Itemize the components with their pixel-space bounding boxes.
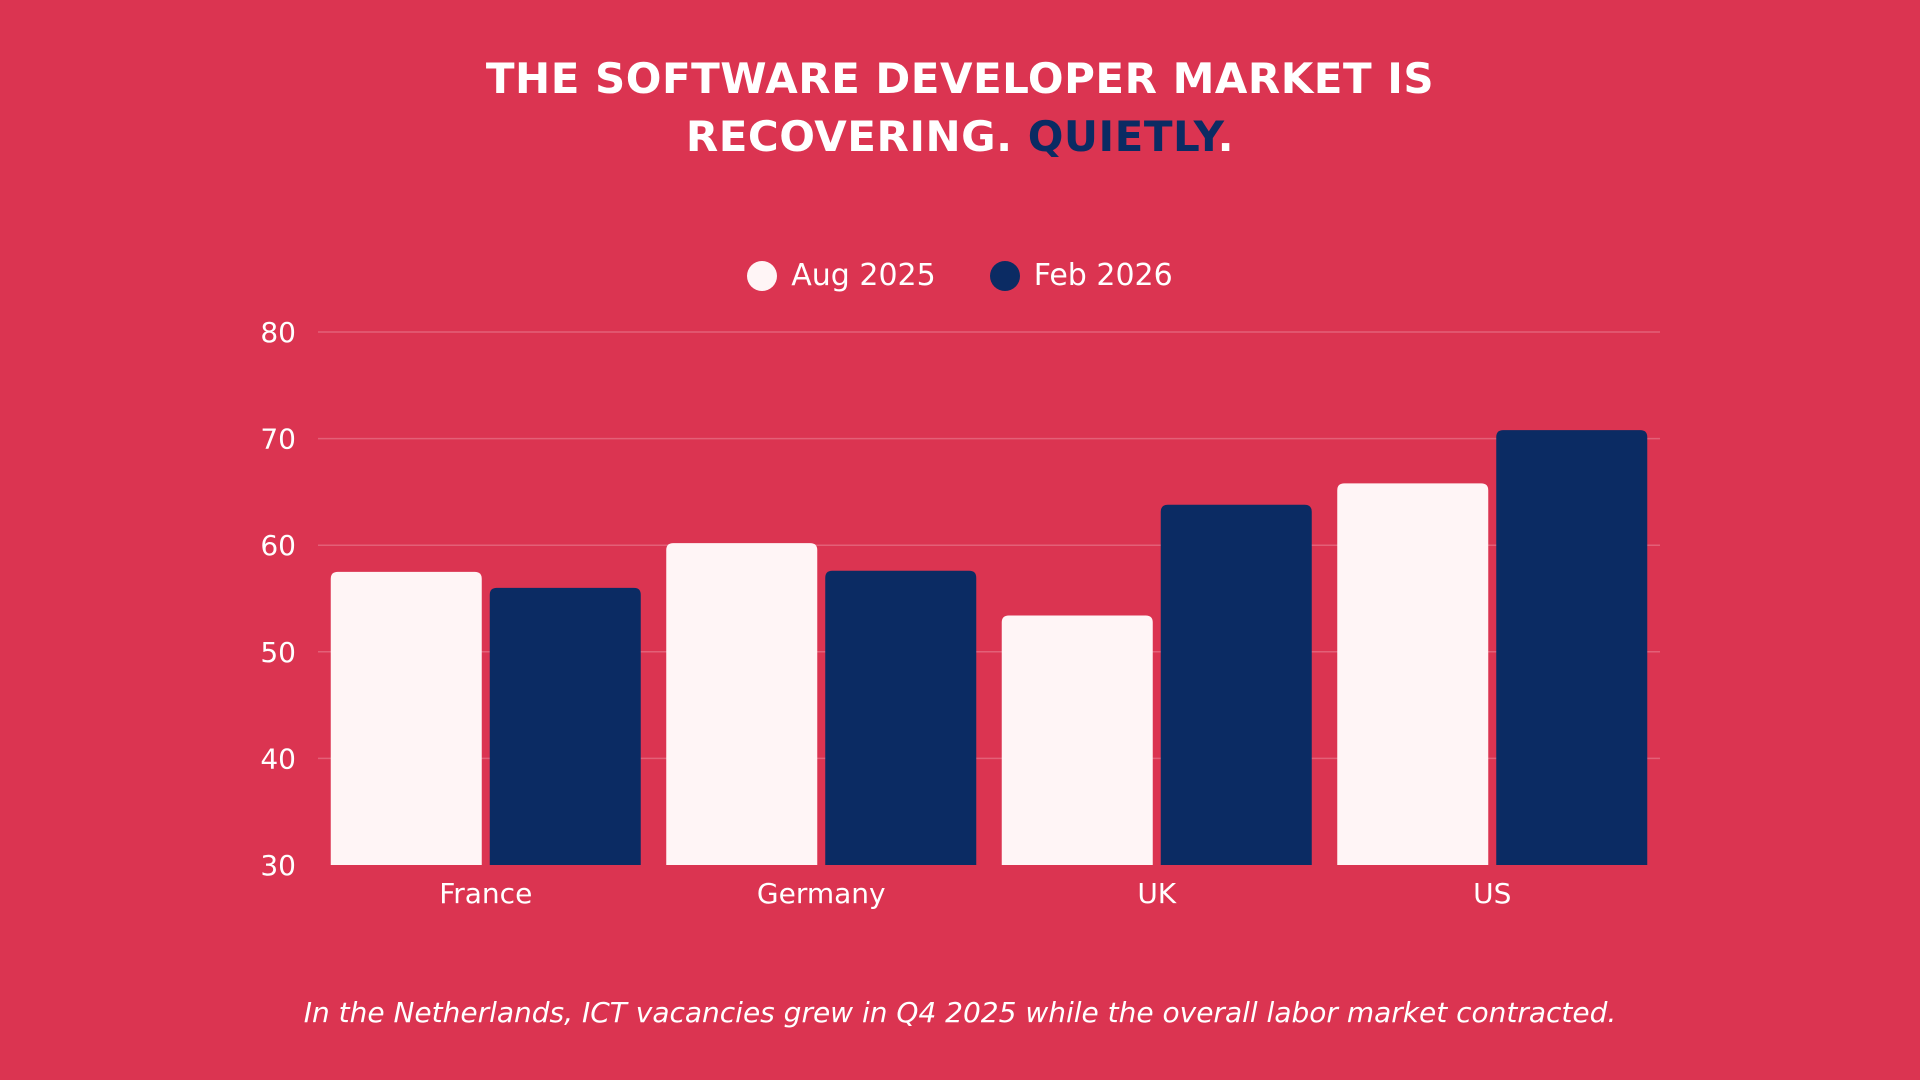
x-tick-label-germany: Germany (757, 877, 886, 910)
bar-germany-feb-2026 (825, 570, 977, 865)
y-tick-label-60: 60 (260, 529, 296, 562)
bar-uk-aug-2025 (1001, 615, 1153, 865)
bar-germany-aug-2025 (666, 543, 818, 865)
y-axis-ticks: 30 40 50 60 70 80 (260, 316, 296, 882)
bar-us-aug-2025 (1337, 483, 1489, 865)
title-line-2-main: RECOVERING. (685, 112, 1013, 161)
y-tick-label-40: 40 (260, 742, 296, 775)
bar-france-feb-2026 (489, 587, 641, 865)
footnote: In the Netherlands, ICT vacancies grew i… (303, 996, 1617, 1029)
legend-label-feb-2026: Feb 2026 (1033, 258, 1173, 293)
bar-france-aug-2025 (330, 571, 482, 865)
x-tick-label-us: US (1473, 877, 1511, 910)
y-tick-label-30: 30 (260, 849, 296, 882)
bar-uk-feb-2026 (1160, 504, 1312, 865)
x-tick-label-uk: UK (1137, 877, 1176, 910)
y-tick-label-80: 80 (260, 316, 296, 349)
legend-swatch-feb-2026 (989, 261, 1020, 291)
bars (330, 430, 1648, 865)
chart-legend: Aug 2025 Feb 2026 (0, 256, 1920, 296)
x-tick-label-france: France (439, 877, 532, 910)
legend-label-aug-2025: Aug 2025 (791, 258, 936, 293)
chart-title: THE SOFTWARE DEVELOPER MARKET IS RECOVER… (0, 50, 1920, 166)
bar-us-feb-2026 (1496, 430, 1648, 865)
y-tick-label-50: 50 (260, 636, 296, 669)
y-tick-label-70: 70 (260, 423, 296, 456)
title-accent-word: QUIETLY (1027, 112, 1218, 161)
legend-item-feb-2026: Feb 2026 (989, 256, 1173, 296)
legend-swatch-aug-2025 (747, 261, 778, 291)
title-line-2-end: . (1217, 112, 1235, 161)
title-line-1: THE SOFTWARE DEVELOPER MARKET IS (485, 54, 1435, 103)
x-axis-ticks: France Germany UK US (439, 877, 1511, 910)
legend-item-aug-2025: Aug 2025 (747, 256, 936, 296)
